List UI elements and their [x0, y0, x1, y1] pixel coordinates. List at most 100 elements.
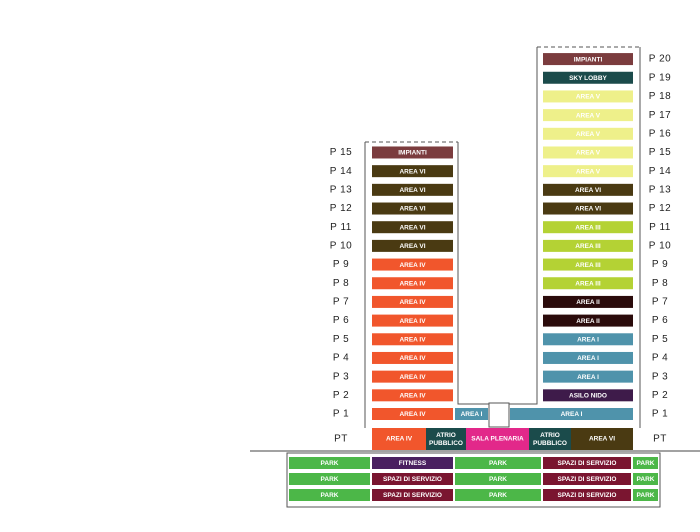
room — [510, 408, 633, 420]
room — [543, 165, 633, 178]
room-label: PARK — [637, 476, 655, 483]
room-label: SALA PLENARIA — [471, 436, 524, 443]
room-label: AREA VI — [399, 168, 425, 175]
room — [455, 489, 541, 501]
room-label: PARK — [637, 492, 655, 499]
room-label: AREA III — [575, 262, 601, 269]
room-label: AREA IV — [399, 393, 426, 400]
room-label: PARK — [321, 476, 339, 483]
room-label: AREA V — [576, 168, 601, 175]
room-label: AREA VI — [589, 436, 615, 443]
room — [543, 202, 633, 215]
level-label: P 13 — [330, 184, 352, 195]
level-label: P 6 — [652, 315, 668, 326]
level-label: P 4 — [333, 353, 349, 364]
level-label: P 15 — [649, 147, 671, 158]
room-label: AREA V — [576, 112, 601, 119]
room — [543, 295, 633, 308]
room — [372, 351, 453, 364]
room — [543, 109, 633, 122]
room-label: IMPIANTI — [574, 56, 603, 63]
room-label: ATRIO PUBBLICO — [429, 432, 463, 447]
level-label: P 7 — [652, 297, 668, 308]
room — [372, 258, 453, 271]
room — [372, 489, 453, 501]
room — [372, 183, 453, 196]
level-label: P 12 — [649, 203, 671, 214]
room — [372, 314, 453, 327]
room-label: AREA IV — [399, 355, 426, 362]
level-label: P 2 — [652, 390, 668, 401]
roof-outline — [365, 46, 640, 143]
room — [372, 408, 453, 420]
room-label: SPAZI DI SERVIZIO — [558, 492, 617, 499]
room — [426, 428, 466, 450]
room-label: SPAZI DI SERVIZIO — [383, 492, 442, 499]
level-label: P 14 — [649, 166, 671, 177]
room-label: PARK — [321, 492, 339, 499]
room-label: PARK — [489, 460, 507, 467]
room — [372, 457, 453, 469]
room-label: AREA IV — [399, 411, 426, 418]
room — [543, 90, 633, 103]
room — [571, 428, 633, 450]
room — [543, 221, 633, 234]
room-label: AREA IV — [399, 374, 426, 381]
room — [543, 351, 633, 364]
room — [289, 489, 370, 501]
room-label: AREA IV — [399, 262, 426, 269]
room-label: IMPIANTI — [398, 150, 427, 157]
level-label: PT — [653, 434, 667, 445]
room — [543, 239, 633, 252]
room-label: SPAZI DI SERVIZIO — [383, 476, 442, 483]
room — [529, 428, 571, 450]
room-label: AREA VI — [399, 187, 425, 194]
room-label: ATRIO PUBBLICO — [533, 432, 567, 447]
level-label: P 1 — [333, 409, 349, 420]
room-label: PARK — [489, 476, 507, 483]
level-label: P 7 — [333, 297, 349, 308]
room-label: AREA VI — [575, 187, 601, 194]
room-label: AREA IV — [386, 436, 413, 443]
room — [372, 333, 453, 346]
room — [633, 473, 658, 485]
room — [372, 370, 453, 383]
room — [543, 277, 633, 290]
basement-outline — [286, 452, 661, 508]
level-label: P 3 — [333, 371, 349, 382]
room-label: PARK — [321, 460, 339, 467]
level-label: P 5 — [652, 334, 668, 345]
room-label: AREA IV — [399, 336, 426, 343]
room-label: AREA I — [461, 411, 483, 418]
room — [543, 53, 633, 66]
room — [543, 457, 631, 469]
level-label: P 15 — [330, 147, 352, 158]
level-label: P 1 — [652, 409, 668, 420]
room-label: AREA III — [575, 243, 601, 250]
room-label: AREA II — [576, 299, 600, 306]
level-label: P 3 — [652, 371, 668, 382]
room — [543, 146, 633, 159]
room-label: AREA VI — [399, 243, 425, 250]
room — [543, 71, 633, 84]
room-label: SPAZI DI SERVIZIO — [558, 476, 617, 483]
room — [543, 333, 633, 346]
room-label: AREA IV — [399, 280, 426, 287]
room-label: AREA VI — [399, 224, 425, 231]
level-label: P 9 — [333, 259, 349, 270]
level-label: P 11 — [649, 222, 671, 233]
room — [372, 146, 453, 159]
room-label: AREA VI — [399, 206, 425, 213]
room — [372, 277, 453, 290]
tower-outline — [364, 47, 641, 428]
level-label: P 18 — [649, 91, 671, 102]
room-label: SPAZI DI SERVIZIO — [558, 460, 617, 467]
level-label: P 10 — [649, 241, 671, 252]
room — [543, 314, 633, 327]
room — [633, 457, 658, 469]
room-label: SKY LOBBY — [569, 75, 607, 82]
level-label: P 17 — [649, 110, 671, 121]
room-label: AREA V — [576, 94, 601, 101]
room — [543, 258, 633, 271]
